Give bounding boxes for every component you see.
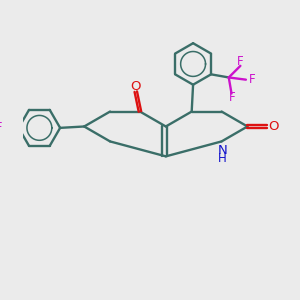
Text: O: O xyxy=(268,120,279,133)
Text: O: O xyxy=(130,80,140,93)
Text: F: F xyxy=(248,73,255,85)
Text: N: N xyxy=(218,144,228,157)
Text: F: F xyxy=(237,55,244,68)
Text: H: H xyxy=(218,152,227,165)
Text: F: F xyxy=(229,92,235,104)
Text: F: F xyxy=(0,122,3,134)
